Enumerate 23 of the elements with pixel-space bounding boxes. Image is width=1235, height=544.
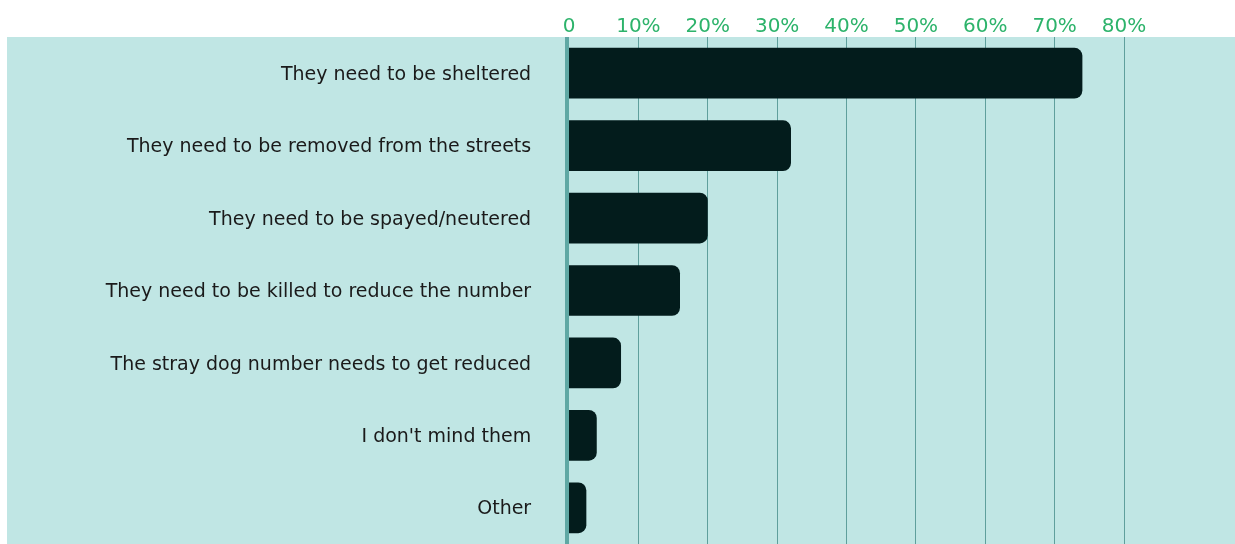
y-tick-label: I don't mind them	[361, 424, 532, 447]
bar	[569, 410, 597, 461]
x-tick-label: 50%	[893, 13, 939, 37]
y-tick-label: They need to be removed from the streets	[125, 134, 532, 157]
y-tick-label: The stray dog number needs to get reduced	[109, 351, 532, 374]
bar	[569, 337, 622, 389]
y-tick-label: Other	[477, 496, 532, 519]
bar	[569, 265, 680, 316]
x-tick-label: 30%	[754, 13, 800, 37]
bar	[569, 482, 587, 534]
bar	[569, 192, 708, 244]
x-tick-label: 10%	[616, 13, 661, 37]
y-tick-label: They need to be sheltered	[279, 61, 532, 84]
bar	[569, 47, 1083, 99]
x-tick-label: 60%	[963, 13, 1008, 37]
x-tick-label: 40%	[824, 13, 869, 37]
bar	[569, 120, 791, 171]
x-tick-label: 20%	[685, 13, 730, 37]
x-tick-label: 0	[562, 13, 576, 37]
x-tick-label: 80%	[1101, 13, 1147, 37]
x-tick-label: 70%	[1032, 13, 1077, 37]
y-tick-label: They need to be killed to reduce the number	[104, 279, 532, 302]
y-tick-label: They need to be spayed/neutered	[208, 206, 532, 229]
